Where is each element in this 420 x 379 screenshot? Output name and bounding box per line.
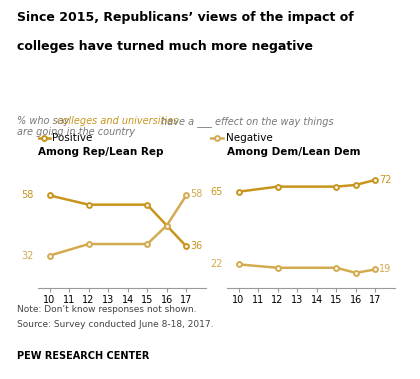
Text: 36: 36 [190, 241, 202, 251]
Text: 65: 65 [210, 187, 223, 197]
Text: 32: 32 [21, 251, 34, 261]
Text: 19: 19 [379, 265, 391, 274]
Text: % who say: % who say [17, 116, 72, 125]
Text: 72: 72 [379, 175, 392, 185]
Text: Source: Survey conducted June 8-18, 2017.: Source: Survey conducted June 8-18, 2017… [17, 320, 213, 329]
Text: colleges have turned much more negative: colleges have turned much more negative [17, 40, 313, 53]
Text: 22: 22 [210, 259, 223, 269]
Text: Negative: Negative [226, 133, 273, 143]
Text: Note: Don’t know responses not shown.: Note: Don’t know responses not shown. [17, 305, 196, 314]
Text: 58: 58 [190, 189, 202, 199]
Text: Among Rep/Lean Rep: Among Rep/Lean Rep [38, 147, 163, 157]
Text: Among Dem/Lean Dem: Among Dem/Lean Dem [227, 147, 360, 157]
Text: 58: 58 [21, 190, 34, 200]
Text: colleges and universities: colleges and universities [57, 116, 178, 125]
Text: Positive: Positive [52, 133, 92, 143]
Text: PEW RESEARCH CENTER: PEW RESEARCH CENTER [17, 351, 149, 360]
Text: Since 2015, Republicans’ views of the impact of: Since 2015, Republicans’ views of the im… [17, 11, 354, 24]
Text: are going in the country: are going in the country [17, 127, 135, 137]
Text: have a ___ effect on the way things: have a ___ effect on the way things [158, 116, 333, 127]
